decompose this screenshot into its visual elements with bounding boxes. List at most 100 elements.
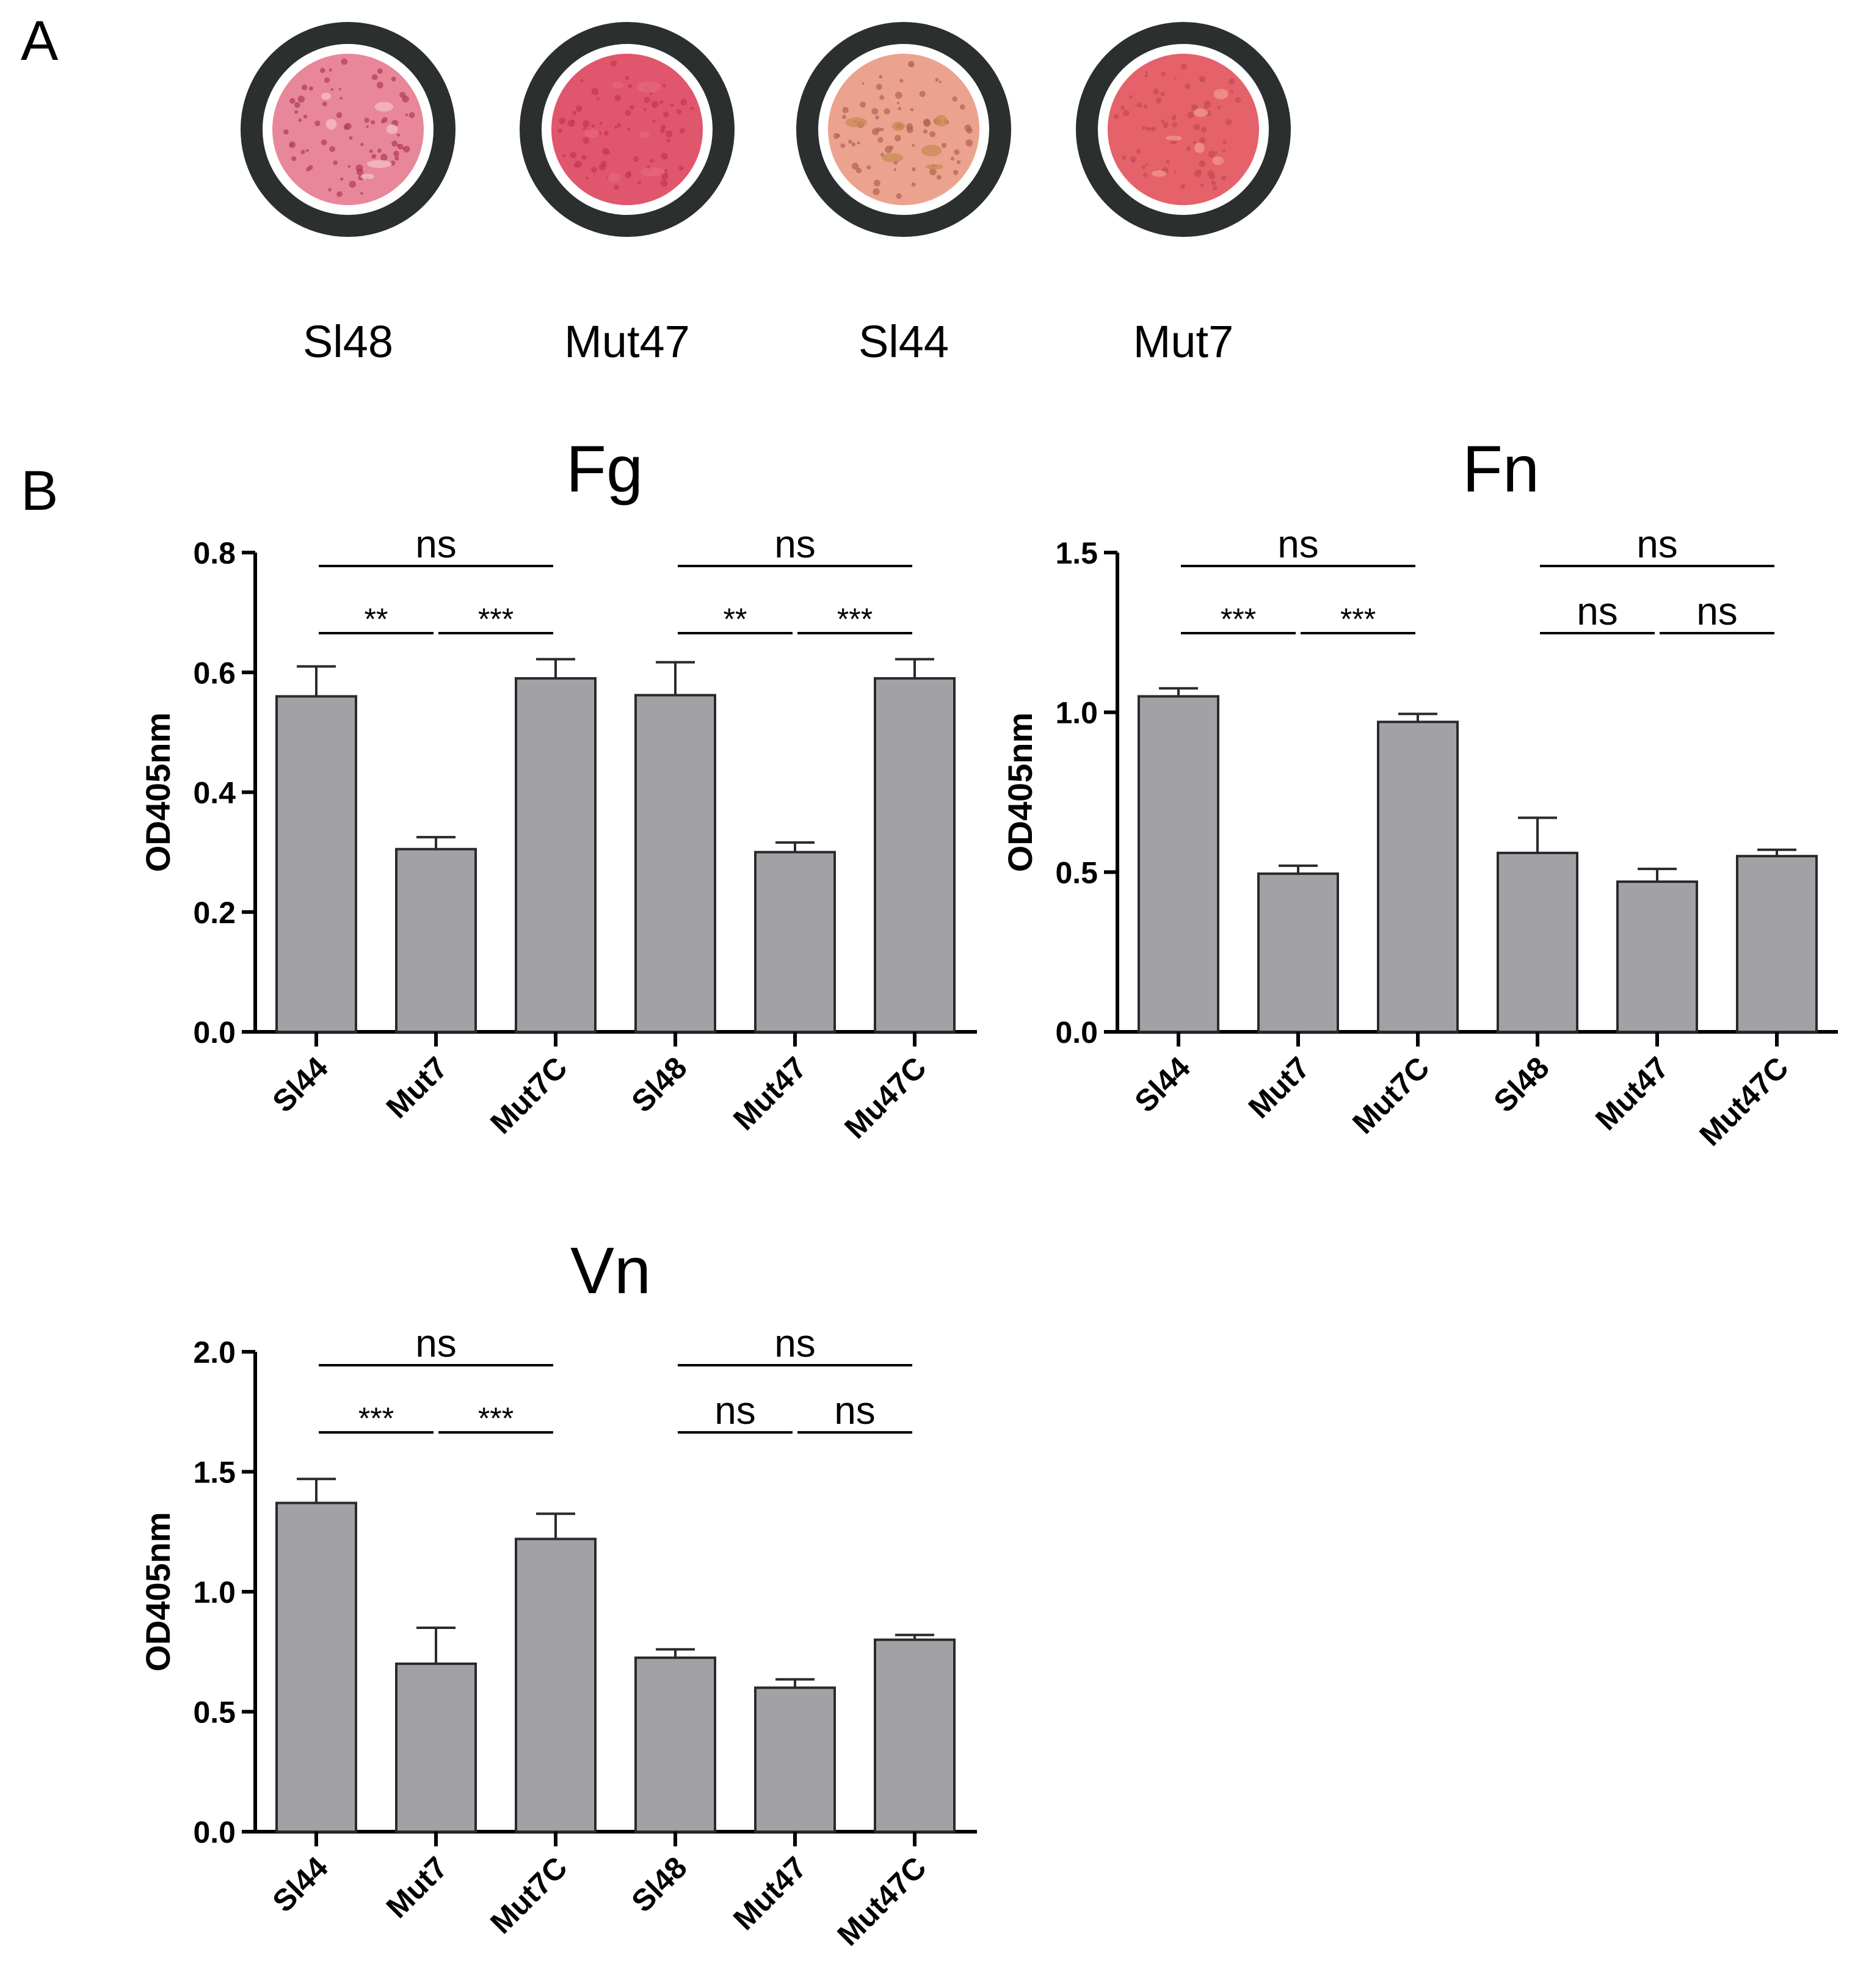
well-speck xyxy=(580,79,584,82)
well-speck xyxy=(851,142,856,147)
well-speck xyxy=(899,79,904,83)
well-speck xyxy=(679,128,685,134)
well-speck xyxy=(842,107,849,114)
well-patch xyxy=(882,153,904,162)
well-speck xyxy=(1151,126,1156,131)
well-speck xyxy=(666,130,673,137)
well-speck xyxy=(343,124,349,130)
well-speck xyxy=(950,156,954,161)
well-speck xyxy=(1120,105,1125,110)
significance-label: *** xyxy=(1340,602,1376,636)
well-speck xyxy=(1191,104,1198,111)
well-speck xyxy=(1145,71,1148,74)
well-speck xyxy=(347,165,351,169)
bar-mut47 xyxy=(754,851,836,1033)
well-speck xyxy=(690,106,694,111)
well-speck xyxy=(377,148,382,153)
well-mut47: Mut47 xyxy=(520,22,735,367)
well-speck xyxy=(964,125,971,132)
well-speck xyxy=(936,175,942,180)
well-speck xyxy=(289,143,293,147)
bar-sl48 xyxy=(634,1656,716,1833)
well-speck xyxy=(294,102,300,108)
well-speck xyxy=(356,168,364,176)
well-speck xyxy=(614,95,621,101)
panel-a-wells: Sl48 Mut47 Sl44 Mut7 xyxy=(241,22,1291,367)
well-speck xyxy=(376,81,383,89)
well-speck xyxy=(1143,172,1148,177)
well-speck xyxy=(1187,111,1194,118)
well-speck xyxy=(1199,137,1206,144)
well-speck xyxy=(1172,122,1178,128)
well-patch xyxy=(374,102,394,112)
panel-a-label: A xyxy=(21,10,59,72)
well-speck xyxy=(626,171,631,176)
well-speck xyxy=(403,145,410,153)
well-speck xyxy=(1161,119,1165,123)
well-speck xyxy=(289,98,296,104)
well-speck xyxy=(841,114,846,119)
well-speck xyxy=(912,143,915,147)
well-speck xyxy=(906,123,913,131)
well-sl44: Sl44 xyxy=(796,22,1011,367)
well-speck xyxy=(1199,76,1206,82)
bar-mut7c xyxy=(1377,720,1459,1034)
well-speck xyxy=(1193,123,1200,131)
well-speck xyxy=(880,153,884,157)
well-speck xyxy=(369,149,373,153)
well-speck xyxy=(965,139,973,147)
well-speck xyxy=(366,125,369,128)
significance-label: ns xyxy=(1577,589,1618,633)
well-speck xyxy=(959,104,965,110)
significance-label: ** xyxy=(724,602,747,636)
well-speck xyxy=(941,142,947,148)
significance-label: ns xyxy=(1636,522,1678,566)
well-speck xyxy=(873,188,880,195)
well-speck xyxy=(1160,91,1166,96)
well-speck xyxy=(659,100,663,104)
bar-sl44 xyxy=(275,695,357,1033)
well-speck xyxy=(394,156,399,161)
well-speck xyxy=(866,165,871,170)
significance-label: ns xyxy=(774,522,816,566)
well-speck xyxy=(341,58,348,65)
significance-label: *** xyxy=(837,602,873,636)
y-tick-label: 1.5 xyxy=(1055,536,1098,570)
well-speck xyxy=(360,142,364,147)
well-speck xyxy=(382,117,388,123)
well-patch xyxy=(608,173,620,183)
well-speck xyxy=(676,109,682,115)
well-speck xyxy=(305,149,309,153)
well-speck xyxy=(1208,173,1216,180)
well-speck xyxy=(851,162,859,170)
well-speck xyxy=(895,92,902,99)
well-speck xyxy=(680,99,688,106)
well-speck xyxy=(667,139,670,143)
well-speck xyxy=(291,156,297,161)
well-speck xyxy=(399,92,406,98)
well-speck xyxy=(875,115,879,120)
well-speck xyxy=(297,95,305,103)
well-speck xyxy=(862,82,865,85)
well-speck xyxy=(405,113,408,117)
well-speck xyxy=(898,107,902,111)
well-patch xyxy=(360,173,375,180)
bar-mut7c xyxy=(515,677,597,1033)
y-tick-label: 0.2 xyxy=(193,896,236,930)
well-speck xyxy=(1221,175,1227,181)
well-speck xyxy=(876,84,882,90)
y-tick-label: 0.0 xyxy=(193,1015,236,1050)
well-patch xyxy=(1166,136,1182,141)
well-speck xyxy=(572,111,577,115)
well-speck xyxy=(1141,165,1146,169)
well-speck xyxy=(833,132,840,139)
well-speck xyxy=(1213,186,1218,190)
well-speck xyxy=(923,120,931,127)
y-tick-label: 0.5 xyxy=(1055,855,1098,890)
well-speck xyxy=(678,165,684,171)
bar-mut47c xyxy=(874,1638,956,1834)
well-speck xyxy=(329,146,336,153)
well-speck xyxy=(298,118,302,122)
well-speck xyxy=(575,161,582,168)
well-speck xyxy=(322,101,327,107)
